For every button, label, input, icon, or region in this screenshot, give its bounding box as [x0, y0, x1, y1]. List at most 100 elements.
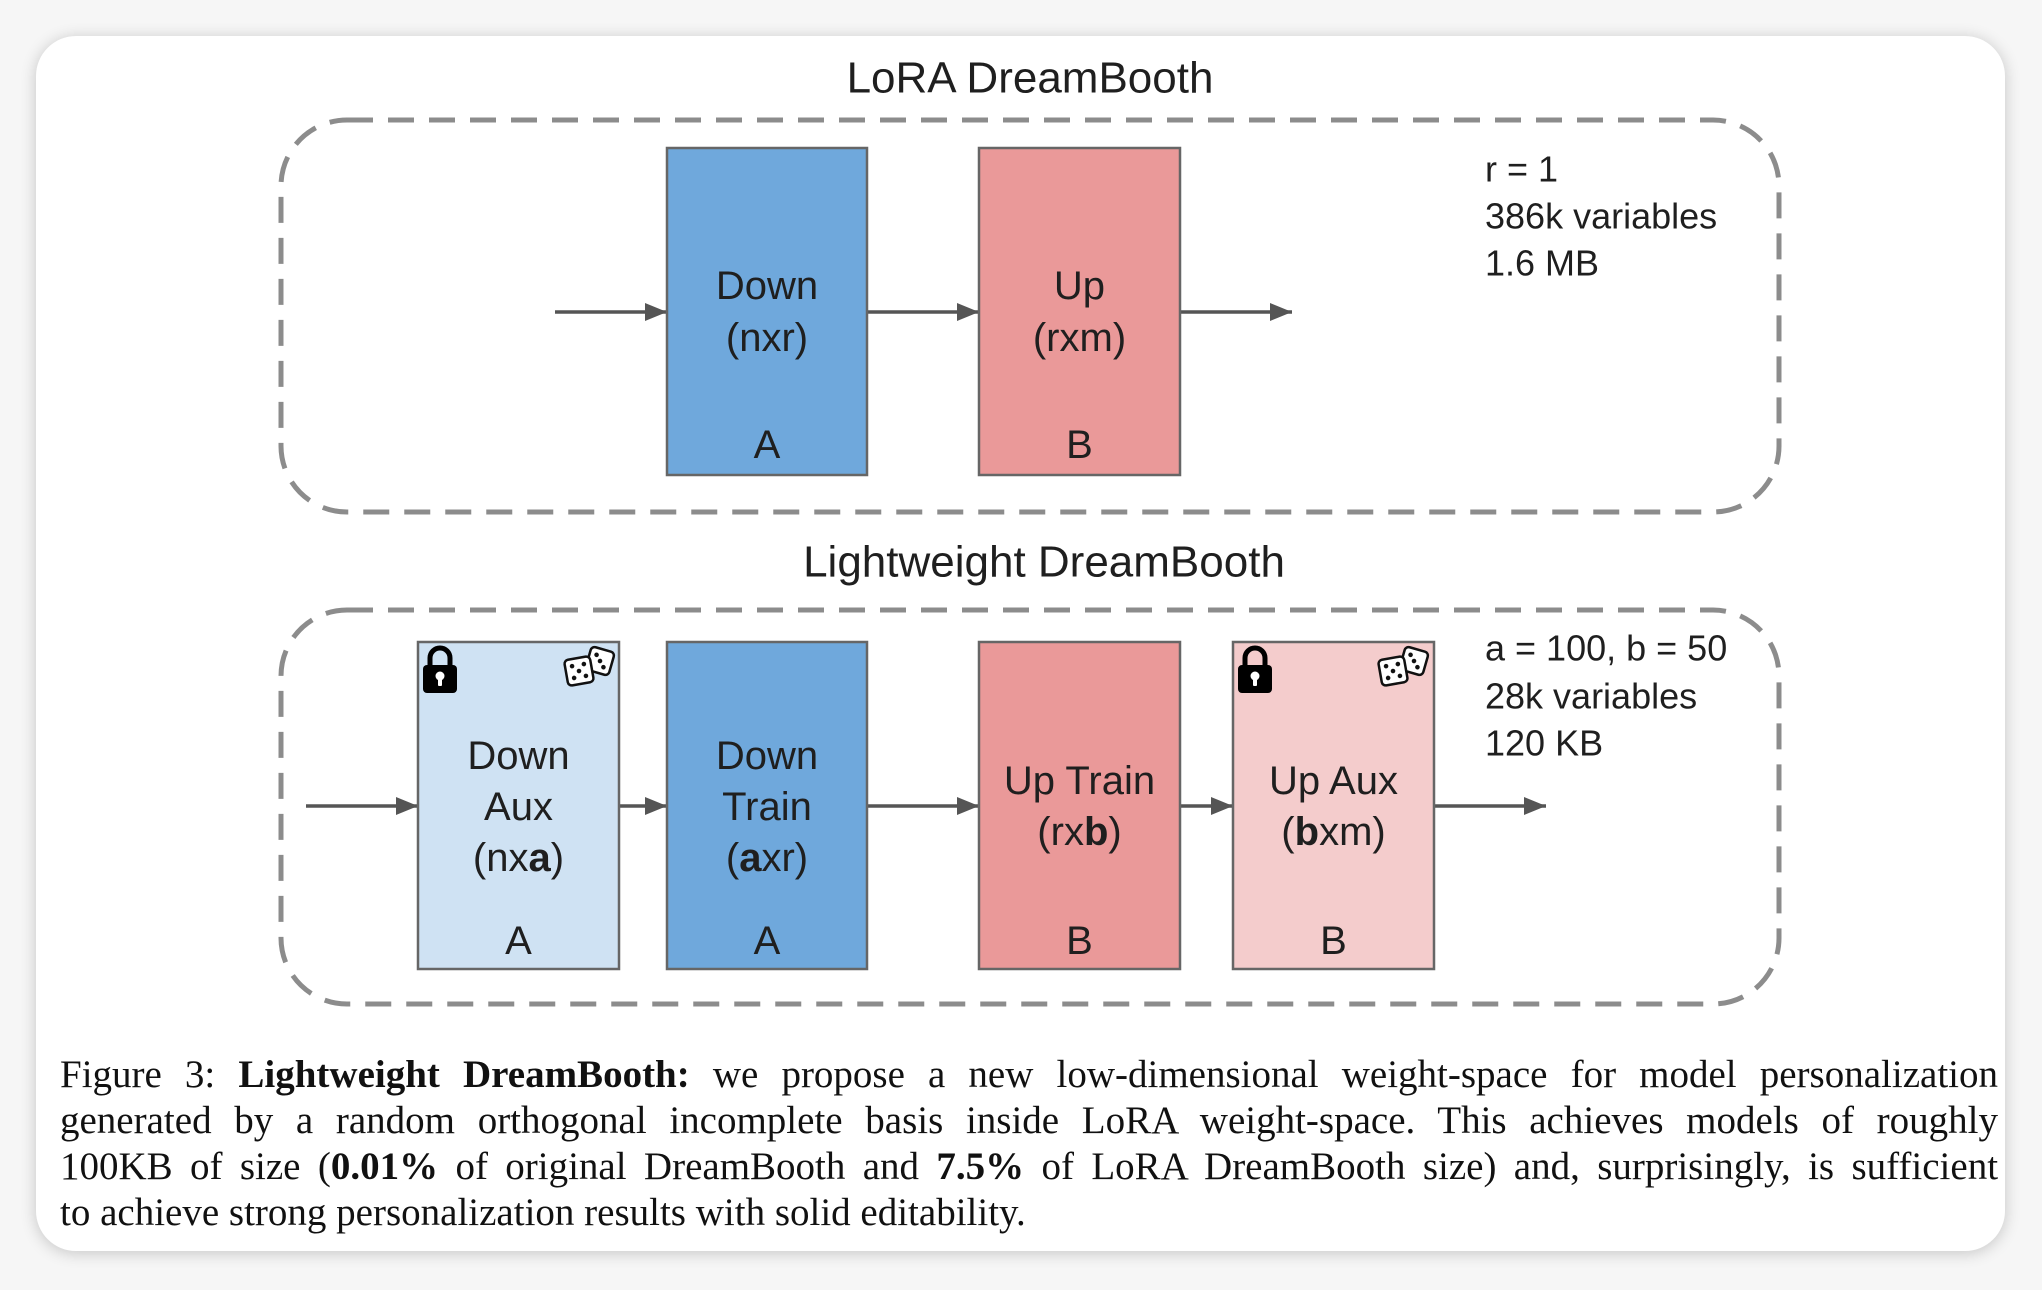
block-dimensions: (nxr) — [726, 316, 808, 360]
dice-icon — [563, 645, 616, 687]
die-pip — [1385, 675, 1391, 681]
matrix-label: B — [1320, 919, 1347, 963]
die-pip — [1390, 668, 1396, 674]
die-pip — [1397, 673, 1403, 679]
lora-down-block: Down (nxr) A — [665, 146, 869, 477]
matrix-label: A — [754, 423, 781, 467]
die-pip — [1411, 658, 1417, 664]
lora-up-box — [977, 146, 1182, 477]
block-name: Down — [716, 734, 818, 778]
matrix-label: B — [1066, 919, 1093, 963]
dim-bold: b — [1295, 810, 1319, 854]
size-stat: 120 KB — [1485, 723, 1603, 764]
down-train-box — [665, 640, 869, 971]
dim-text: ( — [726, 836, 740, 880]
dim-text: xr) — [761, 836, 808, 880]
caption-label: Figure 3: — [60, 1053, 216, 1096]
die-pip — [576, 668, 582, 674]
lora-stats: r = 1 386k variables 1.6 MB — [1485, 149, 1717, 284]
die-pip — [569, 663, 575, 669]
die-front — [1377, 655, 1409, 687]
matrix-label: A — [505, 919, 532, 963]
figure-caption: Figure 3: Lightweight DreamBooth: we pro… — [60, 1052, 1998, 1236]
caption-text: generated by a random orthogonal incompl… — [60, 1099, 1998, 1142]
die-pip — [1415, 664, 1420, 670]
die-pip — [1408, 652, 1413, 658]
dim-bold: a — [529, 836, 552, 880]
down-train-block: Down Train (axr) A — [665, 640, 869, 971]
lightweight-stats: a = 100, b = 50 28k variables 120 KB — [1485, 628, 1727, 764]
up-aux-box — [1231, 640, 1436, 971]
block-name: Down — [716, 264, 818, 308]
block-name-suffix: Aux — [484, 785, 553, 829]
die-pip — [581, 661, 587, 667]
down-aux-block: Down Aux (nxa) A — [416, 640, 621, 971]
lora-dashed-frame — [278, 117, 1782, 515]
dim-text: ( — [1281, 810, 1295, 854]
die-pip — [597, 658, 603, 664]
rank-stat: a = 100, b = 50 — [1485, 628, 1727, 669]
lightweight-dashed-frame — [278, 607, 1782, 1007]
caption-line: Figure 3: Lightweight DreamBooth: we pro… — [60, 1052, 1998, 1098]
rank-stat: r = 1 — [1485, 149, 1558, 190]
up-train-block: Up Train (rxb) B — [977, 640, 1182, 971]
lock-keyhole — [1250, 671, 1260, 681]
dim-text: ) — [1108, 810, 1121, 854]
caption-title: Lightweight DreamBooth: — [238, 1053, 690, 1096]
matrix-label: B — [1066, 423, 1093, 467]
die-pip — [1395, 661, 1401, 667]
lock-icon — [423, 645, 457, 693]
block-dimensions: (rxm) — [1033, 316, 1126, 360]
block-dimensions: (rxb) — [1037, 810, 1121, 854]
caption-text: to achieve strong personalization result… — [60, 1191, 1026, 1234]
block-name: Up Train — [1004, 759, 1155, 803]
block-name-suffix: Train — [722, 785, 812, 829]
up-aux-block: Up Aux (bxm) B — [1231, 640, 1436, 971]
caption-line: generated by a random orthogonal incompl… — [60, 1098, 1998, 1144]
variables-stat: 386k variables — [1485, 196, 1717, 237]
variables-stat: 28k variables — [1485, 676, 1697, 717]
block-name: Up Aux — [1269, 759, 1398, 803]
die-front — [563, 655, 595, 687]
lock-shackle — [1242, 645, 1268, 667]
dim-bold: a — [739, 836, 762, 880]
up-train-box — [977, 640, 1182, 971]
lora-down-box — [665, 146, 869, 477]
dim-text: ) — [551, 836, 564, 880]
lock-keyhole-slot — [438, 677, 442, 686]
lock-shackle — [427, 645, 453, 667]
die-pip — [583, 673, 589, 679]
caption-text: we propose a new low-dimensional weight-… — [712, 1053, 1998, 1096]
block-name: Down — [467, 734, 569, 778]
dim-text: (rx — [1037, 810, 1084, 854]
caption-text: of original DreamBooth and — [455, 1145, 920, 1188]
caption-highlight: 7.5% — [936, 1145, 1025, 1188]
lightweight-title: Lightweight DreamBooth — [803, 538, 1285, 587]
matrix-label: A — [754, 919, 781, 963]
dice-icon — [1377, 645, 1430, 687]
caption-line: to achieve strong personalization result… — [60, 1190, 1998, 1236]
lock-keyhole — [435, 671, 445, 681]
caption-highlight: 0.01% — [330, 1145, 439, 1188]
dim-text: (nx — [473, 836, 529, 880]
die-pip — [594, 652, 599, 658]
down-aux-box — [416, 640, 621, 971]
dim-text: xm) — [1319, 810, 1386, 854]
diagram: LoRA DreamBooth Down (nxr) A Up (rxm) B … — [278, 54, 1782, 1007]
block-dimensions: (bxm) — [1281, 810, 1385, 854]
die-pip — [571, 675, 577, 681]
caption-text: 100KB of size ( — [60, 1145, 331, 1188]
caption-line: 100KB of size (0.01% of original DreamBo… — [60, 1144, 1998, 1190]
lora-up-block: Up (rxm) B — [977, 146, 1182, 477]
lora-title: LoRA DreamBooth — [847, 54, 1214, 103]
block-dimensions: (axr) — [726, 836, 808, 880]
die-pip — [1383, 663, 1389, 669]
block-dimensions: (nxa) — [473, 836, 564, 880]
die-pip — [601, 664, 606, 670]
lock-keyhole-slot — [1253, 677, 1257, 686]
dim-bold: b — [1084, 810, 1108, 854]
lock-icon — [1238, 645, 1272, 693]
caption-text: of LoRA DreamBooth size) and, surprising… — [1041, 1145, 1999, 1188]
die-back — [1398, 645, 1430, 677]
size-stat: 1.6 MB — [1485, 243, 1599, 284]
